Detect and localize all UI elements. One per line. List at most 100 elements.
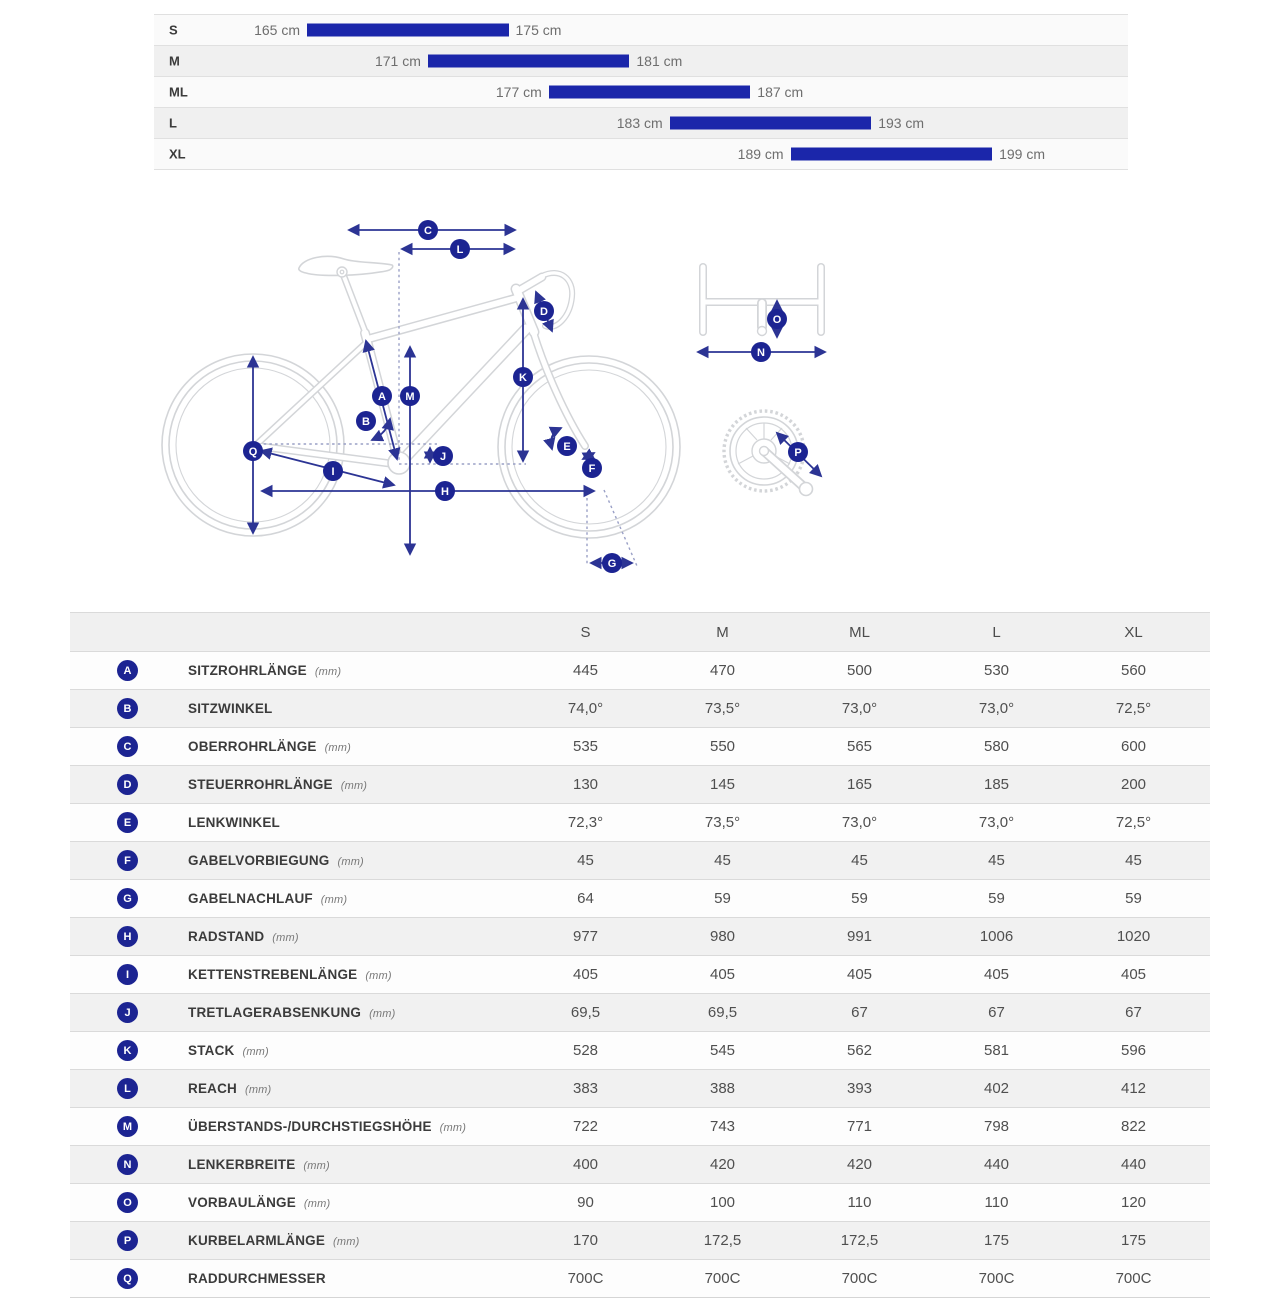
max-height-label: 193 cm bbox=[878, 115, 925, 131]
frame-hollow bbox=[254, 271, 588, 467]
row-letter-badge: A bbox=[117, 660, 138, 681]
row-unit: (mm) bbox=[303, 1198, 331, 1210]
row-unit: (mm) bbox=[320, 894, 348, 906]
row-values: 445 470 500 530 560 bbox=[517, 662, 1202, 679]
badge-K: K bbox=[513, 367, 533, 387]
row-label-cell: Q RADDURCHMESSER bbox=[70, 1260, 517, 1297]
max-height-label: 175 cm bbox=[515, 22, 562, 38]
value-cell: 72,5° bbox=[1115, 814, 1152, 831]
row-label: RADDURCHMESSER bbox=[188, 1271, 326, 1286]
value-cell: 550 bbox=[709, 738, 736, 755]
row-unit: (mm) bbox=[272, 932, 299, 944]
row-label-cell: A SITZROHRLÄNGE (mm) bbox=[70, 652, 517, 689]
row-values: 405 405 405 405 405 bbox=[517, 966, 1202, 983]
svg-text:L: L bbox=[457, 244, 464, 256]
arrow-seat-angle-B bbox=[370, 417, 394, 442]
row-label-cell: H RADSTAND (mm) bbox=[70, 918, 517, 955]
value-cell: 600 bbox=[1120, 738, 1147, 755]
size-label: L bbox=[169, 115, 177, 131]
row-label-cell: P KURBELARMLÄNGE (mm) bbox=[70, 1222, 517, 1259]
row-letter-badge: O bbox=[117, 1192, 138, 1213]
table-body: A SITZROHRLÄNGE (mm) 445 470 500 530 560 B S… bbox=[70, 651, 1210, 1297]
value-cell: 771 bbox=[846, 1118, 873, 1135]
value-cell: 596 bbox=[1120, 1042, 1147, 1059]
value-cell: 59 bbox=[1125, 890, 1142, 907]
value-cell: 822 bbox=[1120, 1118, 1147, 1135]
max-height-label: 181 cm bbox=[636, 53, 683, 69]
value-cell: 74,0° bbox=[567, 700, 604, 717]
value-cell: 165 bbox=[846, 776, 873, 793]
row-label-cell: M ÜBERSTANDS-/DURCHSTIEGSHÖHE (mm) bbox=[70, 1108, 517, 1145]
column-header-S: S bbox=[580, 623, 591, 641]
row-unit: (mm) bbox=[333, 1236, 360, 1248]
badge-O: O bbox=[767, 309, 787, 329]
row-label-cell: L REACH (mm) bbox=[70, 1070, 517, 1107]
table-row: C OBERROHRLÄNGE (mm) 535 550 565 580 600 bbox=[70, 727, 1210, 765]
row-unit: (mm) bbox=[365, 970, 392, 982]
value-cell: 73,5° bbox=[704, 700, 741, 717]
max-height-label: 199 cm bbox=[999, 146, 1046, 162]
row-values: 74,0° 73,5° 73,0° 73,0° 72,5° bbox=[517, 700, 1202, 717]
row-unit: (mm) bbox=[242, 1046, 269, 1058]
table-header-columns: S M ML L XL bbox=[517, 624, 1202, 641]
size-row: M 171 cm 181 cm bbox=[154, 45, 1128, 76]
row-label: STEUERROHRLÄNGE (mm) bbox=[188, 777, 368, 792]
value-cell: 45 bbox=[714, 852, 731, 869]
value-cell: 59 bbox=[851, 890, 868, 907]
badge-N: N bbox=[751, 342, 771, 362]
value-cell: 545 bbox=[709, 1042, 736, 1059]
row-letter-badge: H bbox=[117, 926, 138, 947]
value-cell: 440 bbox=[1120, 1156, 1147, 1173]
saddle-clamp-bolt bbox=[339, 269, 345, 275]
height-range-bar bbox=[548, 85, 751, 99]
row-unit: (mm) bbox=[439, 1122, 467, 1134]
column-header-L: L bbox=[992, 623, 1001, 641]
value-cell: 991 bbox=[846, 928, 873, 945]
row-values: 528 545 562 581 596 bbox=[517, 1042, 1202, 1059]
row-label-cell: K STACK (mm) bbox=[70, 1032, 517, 1069]
value-cell: 172,5 bbox=[840, 1232, 879, 1249]
value-cell: 580 bbox=[983, 738, 1010, 755]
value-cell: 383 bbox=[572, 1080, 599, 1097]
value-cell: 45 bbox=[577, 852, 594, 869]
geometry-table: S M ML L XL A SITZROHRLÄNGE (mm) 445 470 500 53… bbox=[70, 612, 1210, 1298]
value-cell: 393 bbox=[846, 1080, 873, 1097]
table-row: O VORBAULÄNGE (mm) 90 100 110 110 120 bbox=[70, 1183, 1210, 1221]
height-range-bar bbox=[307, 23, 509, 37]
row-label: GABELNACHLAUF (mm) bbox=[188, 891, 348, 906]
table-row: H RADSTAND (mm) 977 980 991 1006 1020 bbox=[70, 917, 1210, 955]
row-values: 130 145 165 185 200 bbox=[517, 776, 1202, 793]
row-label-cell: N LENKERBREITE (mm) bbox=[70, 1146, 517, 1183]
value-cell: 69,5 bbox=[570, 1004, 601, 1021]
badge-I: I bbox=[323, 461, 343, 481]
value-cell: 402 bbox=[983, 1080, 1010, 1097]
table-row: L REACH (mm) 383 388 393 402 412 bbox=[70, 1069, 1210, 1107]
value-cell: 700C bbox=[978, 1270, 1015, 1287]
row-letter-badge: N bbox=[117, 1154, 138, 1175]
min-height-label: 177 cm bbox=[495, 84, 542, 100]
row-label: GABELVORBIEGUNG (mm) bbox=[188, 853, 364, 868]
svg-text:E: E bbox=[563, 441, 570, 453]
rider-height-chart: S 165 cm 175 cm M 171 cm 181 cm ML 177 c… bbox=[154, 14, 1128, 170]
value-cell: 110 bbox=[847, 1194, 872, 1211]
size-row: ML 177 cm 187 cm bbox=[154, 76, 1128, 107]
table-row: J TRETLAGERABSENKUNG (mm) 69,5 69,5 67 67 67 bbox=[70, 993, 1210, 1031]
row-letter-badge: M bbox=[117, 1116, 138, 1137]
value-cell: 562 bbox=[846, 1042, 873, 1059]
row-values: 400 420 420 440 440 bbox=[517, 1156, 1202, 1173]
row-label-cell: F GABELVORBIEGUNG (mm) bbox=[70, 842, 517, 879]
value-cell: 175 bbox=[1120, 1232, 1147, 1249]
row-values: 45 45 45 45 45 bbox=[517, 852, 1202, 869]
svg-text:I: I bbox=[331, 466, 334, 478]
min-height-label: 183 cm bbox=[616, 115, 663, 131]
front-wheel bbox=[497, 355, 681, 539]
row-letter-badge: I bbox=[117, 964, 138, 985]
value-cell: 405 bbox=[846, 966, 873, 983]
geometry-diagram: A B C D E F G H I J K L M N O P Q bbox=[161, 220, 827, 573]
arrow-head-angle-E bbox=[543, 426, 563, 451]
row-label: STACK (mm) bbox=[188, 1043, 269, 1058]
row-unit: (mm) bbox=[340, 780, 368, 792]
table-row: I KETTENSTREBENLÄNGE (mm) 405 405 405 405 40… bbox=[70, 955, 1210, 993]
row-label-cell: C OBERROHRLÄNGE (mm) bbox=[70, 728, 517, 765]
value-cell: 722 bbox=[572, 1118, 599, 1135]
